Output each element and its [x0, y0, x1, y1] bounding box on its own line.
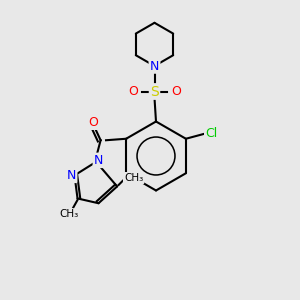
Text: O: O — [128, 85, 138, 98]
Text: O: O — [88, 116, 98, 129]
Text: Cl: Cl — [205, 127, 218, 140]
Text: N: N — [94, 154, 103, 167]
Text: N: N — [67, 169, 76, 182]
Text: O: O — [171, 85, 181, 98]
Text: N: N — [150, 59, 159, 73]
Text: CH₃: CH₃ — [60, 209, 79, 219]
Text: S: S — [150, 85, 159, 98]
Text: CH₃: CH₃ — [124, 173, 143, 183]
